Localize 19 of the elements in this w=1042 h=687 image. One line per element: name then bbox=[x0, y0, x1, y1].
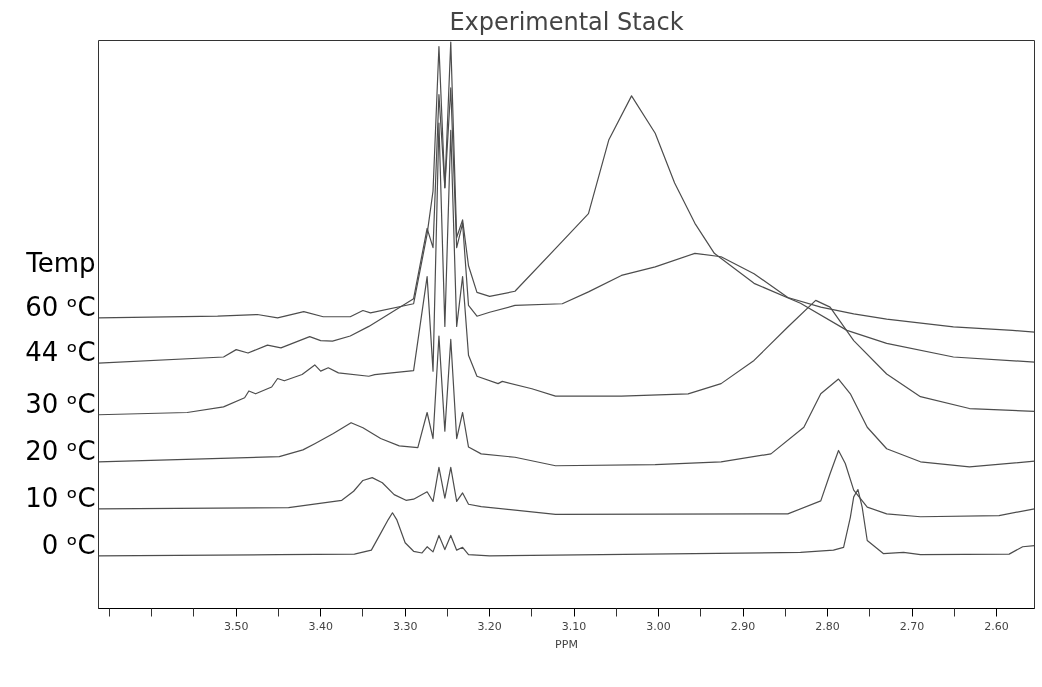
series-label: 20 ᵒC bbox=[25, 435, 96, 466]
series-label: 30 ᵒC bbox=[25, 388, 96, 419]
x-tick-label: 3.20 bbox=[477, 619, 502, 633]
series-label: 10 ᵒC bbox=[25, 482, 96, 513]
legend-title: Temp bbox=[25, 247, 96, 278]
x-tick-label: 2.90 bbox=[730, 619, 756, 633]
x-tick-label: 2.80 bbox=[815, 619, 840, 633]
x-tick-label: 3.10 bbox=[561, 619, 587, 633]
x-tick-label: 3.50 bbox=[223, 619, 249, 633]
x-tick-label: 2.70 bbox=[899, 619, 925, 633]
chart-title: Experimental Stack bbox=[449, 7, 684, 36]
x-tick-label: 3.30 bbox=[392, 619, 418, 633]
x-axis-title: PPM bbox=[555, 637, 578, 651]
x-tick-label: 3.40 bbox=[308, 619, 333, 633]
series-label: 0 ᵒC bbox=[41, 529, 96, 560]
series-label: 44 ᵒC bbox=[25, 337, 96, 368]
series-label: 60 ᵒC bbox=[25, 291, 96, 322]
x-tick-label: 2.60 bbox=[984, 619, 1009, 633]
x-tick-label: 3.00 bbox=[646, 619, 671, 633]
